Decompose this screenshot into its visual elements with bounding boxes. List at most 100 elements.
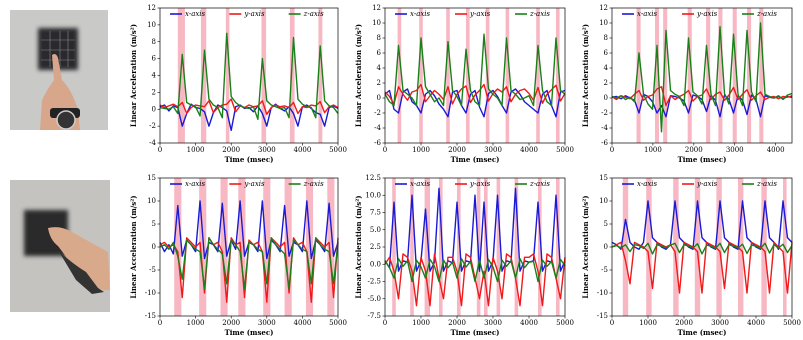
tap-highlight <box>397 8 402 143</box>
x-tick-label: 2000 <box>448 319 466 327</box>
x-tick-label: 4000 <box>293 146 311 154</box>
y-tick-label: 10 <box>147 197 156 205</box>
x-tick-label: 0 <box>610 319 614 327</box>
tap-highlight <box>536 8 540 143</box>
x-axis-label: Time (msec) <box>678 328 727 337</box>
plot-frame <box>611 7 793 144</box>
chart-panel: 0 1000 2000 3000 4000 5000 -6 -4 -2 0 2 4 6 8 10 12 Time… <box>354 4 574 164</box>
y-tick-label: -6 <box>601 139 608 147</box>
series-line <box>384 187 566 272</box>
x-tick-label: 2000 <box>675 319 693 327</box>
x-tick-label: 4000 <box>520 319 538 327</box>
plot-area <box>385 8 565 143</box>
tap-highlight <box>622 178 629 316</box>
x-tick-label: 2000 <box>685 146 703 154</box>
x-tick-label: 5000 <box>329 146 347 154</box>
tap-highlight <box>318 8 323 143</box>
series-line <box>384 33 566 107</box>
tap-highlight <box>225 8 230 143</box>
tap-highlight <box>732 8 737 143</box>
legend-label: y-axis <box>696 10 718 18</box>
legend-label: y-axis <box>243 180 265 188</box>
series-line <box>384 253 566 307</box>
tap-highlight <box>484 178 488 316</box>
plot-frame <box>384 7 566 144</box>
series-line <box>384 258 566 283</box>
y-tick-label: -5 <box>149 266 156 274</box>
tap-highlight <box>466 8 470 143</box>
tap-highlight <box>673 178 679 316</box>
y-tick-label: 2 <box>152 88 156 96</box>
y-tick-label: 5 <box>152 220 156 228</box>
y-tick-label: 8 <box>377 34 381 42</box>
x-tick-label: 1000 <box>187 319 205 327</box>
tap-highlight <box>327 178 335 316</box>
chart-panel: 0 1000 2000 3000 4000 5000 -7.5 -5.0 -2.5 0.0 2.5 5… <box>354 174 574 337</box>
x-tick-label: 4000 <box>293 319 311 327</box>
x-tick-label: 1000 <box>644 146 662 154</box>
tap-highlight <box>174 178 182 316</box>
legend-label: y-axis <box>696 180 718 188</box>
tap-highlight <box>747 8 752 143</box>
photo-top <box>10 10 108 130</box>
tap-highlight <box>654 8 660 143</box>
chart-panel: 0 1000 2000 3000 4000 5000 -4 -2 0 2 4 6 8 10 12 Time (… <box>129 4 347 164</box>
tap-highlight <box>718 8 723 143</box>
y-tick-label: 12.5 <box>365 174 381 182</box>
y-tick-label: 0 <box>604 243 608 251</box>
y-tick-label: 15 <box>147 174 156 182</box>
y-axis-label: Linear Acceleration (m/s²) <box>581 195 590 298</box>
y-tick-label: -2.5 <box>368 278 382 286</box>
y-tick-label: -15 <box>597 312 608 320</box>
tap-highlight <box>263 178 271 316</box>
x-axis-label: Time (msec) <box>225 328 274 337</box>
y-tick-label: 8 <box>152 38 156 46</box>
y-tick-label: 0 <box>152 243 156 251</box>
y-tick-label: -10 <box>597 289 608 297</box>
x-tick-label: 0 <box>610 146 614 154</box>
series-line <box>159 237 339 303</box>
tap-highlight <box>706 8 711 143</box>
x-axis-label: Time (msec) <box>678 155 727 164</box>
x-tick-label: 2000 <box>448 146 466 154</box>
chart-panel: 0 1000 2000 3000 4000 5000 -15 -10 -5 0 5 10 15 Time … <box>581 174 801 337</box>
y-tick-label: -2 <box>149 122 156 130</box>
tap-highlight <box>424 178 430 316</box>
tap-highlight <box>457 178 461 316</box>
x-tick-label: 5000 <box>783 319 801 327</box>
y-tick-label: 0 <box>604 94 608 102</box>
x-tick-label: 5000 <box>329 319 347 327</box>
y-axis-label: Linear Acceleration (m/s²) <box>354 24 363 127</box>
y-tick-label: 6 <box>152 55 157 63</box>
tap-highlight <box>556 8 560 143</box>
legend-label: x-axis <box>185 10 206 18</box>
tap-highlight <box>289 8 295 143</box>
x-tick-label: 3000 <box>726 146 744 154</box>
y-tick-label: 6 <box>377 49 382 57</box>
tap-highlight <box>761 178 767 316</box>
tap-highlight <box>200 8 207 143</box>
legend-label: x-axis <box>185 180 206 188</box>
y-tick-label: -4 <box>601 124 608 132</box>
legend-label: y-axis <box>243 10 265 18</box>
x-tick-label: 2000 <box>222 146 240 154</box>
y-tick-label: 2 <box>604 79 608 87</box>
legend-label: x-axis <box>410 10 431 18</box>
y-tick-label: -10 <box>145 289 156 297</box>
y-axis-label: Linear Acceleration (m/s²) <box>581 24 590 127</box>
series-line <box>159 237 339 290</box>
legend-label: y-axis <box>469 180 491 188</box>
legend-label: z-axis <box>529 10 550 18</box>
x-tick-label: 3000 <box>258 319 276 327</box>
y-tick-label: 4 <box>377 64 382 72</box>
x-tick-label: 4000 <box>520 146 538 154</box>
y-axis-label: Linear Acceleration (m/s²) <box>129 24 138 127</box>
y-axis-label: Linear Acceleration (m/s²) <box>129 195 138 298</box>
y-tick-label: 12 <box>147 4 156 12</box>
tap-highlight <box>238 178 246 316</box>
y-tick-label: 0.0 <box>370 260 381 268</box>
y-tick-label: -2 <box>374 109 381 117</box>
tap-highlight <box>663 8 668 143</box>
series-line <box>384 83 566 105</box>
